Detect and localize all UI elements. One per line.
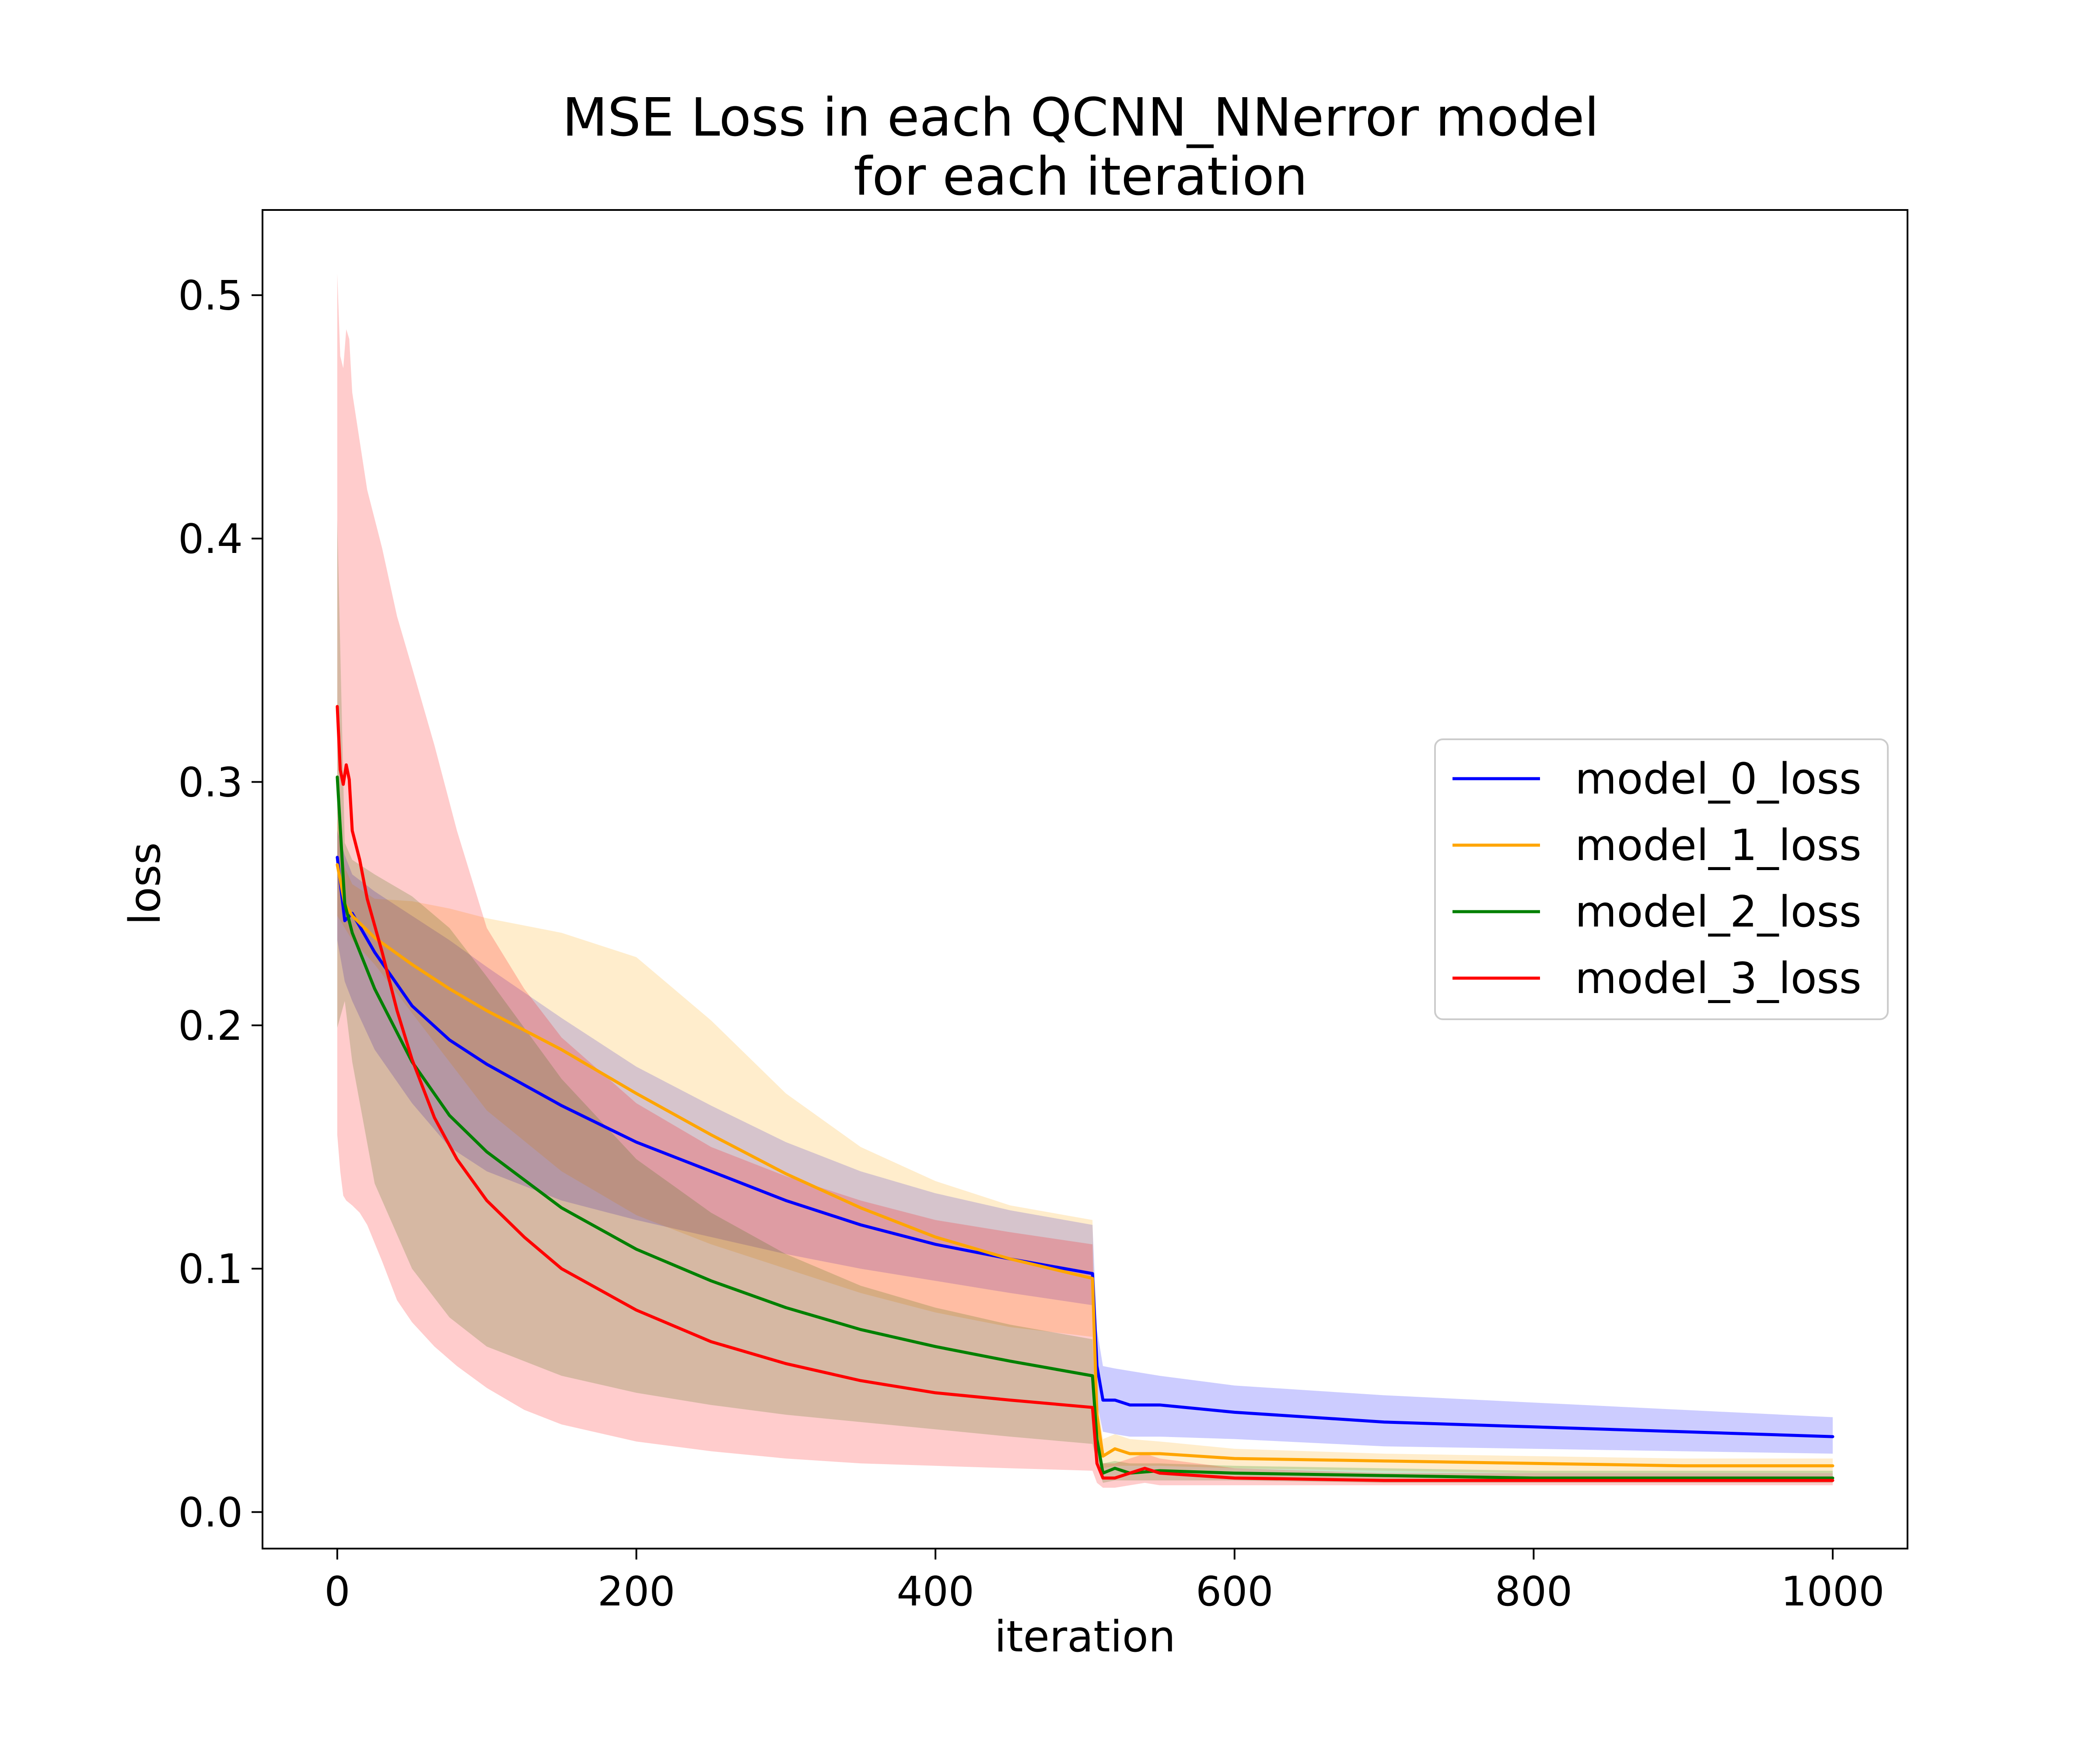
chart-title-line-1: MSE Loss in each QCNN_NNerror model <box>562 87 1599 148</box>
y-tick-label: 0.3 <box>178 759 243 806</box>
x-axis-label: iteration <box>994 1612 1176 1662</box>
legend-label-model-2: model_2_loss <box>1575 887 1862 937</box>
y-tick-label: 0.5 <box>178 272 243 319</box>
series-lines <box>336 705 1834 1482</box>
y-tick-label: 0.1 <box>178 1245 243 1293</box>
band-model-2 <box>337 519 1833 1483</box>
x-tick-label: 200 <box>598 1568 676 1615</box>
x-axis-ticks: 0 200 400 600 800 1000 <box>324 1549 1884 1615</box>
legend: model_0_loss model_1_loss model_2_lossmode… <box>1434 738 1889 1020</box>
legend-label-model-0: model_0_loss <box>1575 754 1862 804</box>
line-model-1 <box>336 863 1834 1468</box>
y-tick-label: 0.4 <box>178 515 243 563</box>
x-tick-label: 800 <box>1495 1568 1573 1615</box>
y-tick-label: 0.0 <box>178 1489 243 1536</box>
y-tick-label: 0.2 <box>178 1002 243 1049</box>
band-model-1 <box>337 818 1833 1473</box>
legend-box <box>1434 738 1889 1020</box>
legend-label-model-3: model_3_loss <box>1575 954 1862 1004</box>
y-axis-ticks: 0.0 0.1 0.2 0.3 0.4 0.5 <box>178 272 262 1536</box>
chart-title-line-2: for each iteration <box>854 147 1308 207</box>
plot-frame <box>262 209 1908 1549</box>
x-tick-label: 400 <box>896 1568 974 1615</box>
x-tick-label: 600 <box>1196 1568 1274 1615</box>
line-model-3 <box>336 705 1834 1482</box>
band-model-3 <box>337 273 1833 1488</box>
legend-label-model-1: model_1_loss <box>1575 821 1862 871</box>
y-axis-label: loss <box>120 842 170 925</box>
x-tick-label: 1000 <box>1781 1568 1885 1615</box>
line-model-0 <box>336 856 1834 1438</box>
x-tick-label: 0 <box>324 1568 350 1615</box>
